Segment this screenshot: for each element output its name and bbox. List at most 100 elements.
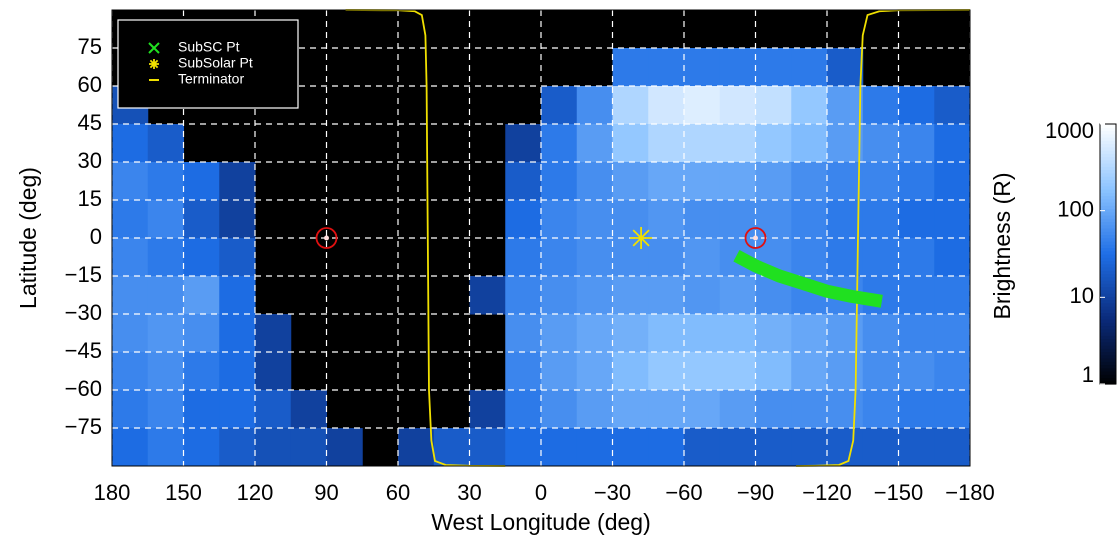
colorbar-segment [1100, 195, 1116, 200]
colorbar-segment [1100, 153, 1116, 158]
heatmap-cell [183, 238, 220, 277]
heatmap-cell [898, 428, 935, 467]
heatmap-cell [934, 200, 971, 239]
heatmap-cell [219, 352, 256, 391]
heatmap-cell [541, 162, 578, 201]
heatmap-cell [183, 352, 220, 391]
heatmap-cell [898, 390, 935, 429]
colorbar-segment [1100, 237, 1116, 242]
heatmap-cell [505, 428, 542, 467]
heatmap-cell [612, 238, 649, 277]
heatmap-cell [255, 314, 292, 353]
colorbar-segment [1100, 364, 1116, 369]
colorbar-segment [1100, 371, 1116, 375]
colorbar-frame [1099, 123, 1117, 385]
heatmap-cell [862, 200, 899, 239]
x-tick-label: −120 [802, 480, 852, 505]
heatmap-cell [719, 276, 756, 315]
heatmap-cell [791, 314, 828, 353]
colorbar-segment [1100, 182, 1116, 187]
heatmap-cell [112, 238, 149, 277]
heatmap-cell [862, 314, 899, 353]
heatmap-cell [576, 428, 613, 467]
colorbar-segment [1100, 124, 1116, 128]
heatmap-cell [719, 390, 756, 429]
heatmap-cell [791, 124, 828, 163]
heatmap-cell [112, 200, 149, 239]
colorbar-segment [1100, 133, 1116, 138]
y-axis-label: Latitude (deg) [15, 167, 41, 309]
colorbar-segment [1100, 280, 1116, 284]
legend-label: Terminator [178, 71, 244, 87]
colorbar-segment [1100, 374, 1116, 379]
x-tick-label: −90 [737, 480, 774, 505]
colorbar-segment [1100, 273, 1116, 278]
heatmap-cell [755, 200, 792, 239]
colorbar-segment [1100, 257, 1116, 262]
heatmap-cell [934, 276, 971, 315]
colorbar-segment [1100, 377, 1116, 382]
heatmap-cell [505, 238, 542, 277]
heatmap-cell [576, 124, 613, 163]
heatmap-cell [219, 238, 256, 277]
heatmap-cell [684, 48, 721, 87]
colorbar-segment [1100, 185, 1116, 190]
heatmap-cell [112, 124, 149, 163]
legend-label: SubSolar Pt [178, 55, 253, 71]
heatmap-cell [755, 124, 792, 163]
heatmap-cell [433, 428, 470, 467]
colorbar-segment [1100, 263, 1116, 268]
heatmap-cell [612, 200, 649, 239]
colorbar-segment [1100, 247, 1116, 252]
x-axis-label: West Longitude (deg) [431, 509, 651, 535]
heatmap-cell [612, 428, 649, 467]
colorbar-segment [1100, 325, 1116, 330]
heatmap-cell [648, 48, 685, 87]
heatmap-cell [469, 276, 506, 315]
colorbar-segment [1100, 286, 1116, 291]
heatmap-cell [147, 314, 184, 353]
heatmap-cell [719, 314, 756, 353]
heatmap-cell [719, 124, 756, 163]
heatmap-cell [648, 390, 685, 429]
y-tick-label: 0 [90, 224, 102, 249]
colorbar-segment [1100, 319, 1116, 323]
heatmap-cell [505, 200, 542, 239]
heatmap-cell [791, 162, 828, 201]
terminator-line [796, 9, 971, 467]
heatmap-cell [183, 162, 220, 201]
y-tick-label: −45 [65, 338, 102, 363]
heatmap-cell [505, 276, 542, 315]
colorbar-segment [1100, 338, 1116, 343]
heatmap-cell [648, 200, 685, 239]
plot-frame [111, 9, 971, 467]
heatmap-cell [862, 86, 899, 125]
heatmap-cell [934, 314, 971, 353]
heatmap-cell [648, 314, 685, 353]
colorbar-segment [1100, 341, 1116, 346]
colorbar-segment [1100, 358, 1116, 362]
heatmap-cell [576, 352, 613, 391]
heatmap-cell [719, 86, 756, 125]
heatmap-cell [219, 390, 256, 429]
heatmap-cell [684, 314, 721, 353]
colorbar-segment [1100, 260, 1116, 265]
heatmap-cell [898, 238, 935, 277]
heatmap-cell [684, 276, 721, 315]
heatmap-cell [862, 238, 899, 277]
heatmap-cell [755, 314, 792, 353]
heatmap-cell [541, 276, 578, 315]
legend-box [117, 19, 299, 109]
colorbar-segment [1100, 150, 1116, 154]
heatmap-cell [612, 162, 649, 201]
heatmap-cell [541, 390, 578, 429]
circle-marker [315, 227, 338, 249]
heatmap-cell [791, 86, 828, 125]
colorbar-segment [1100, 231, 1116, 236]
y-tick-label: 45 [78, 110, 102, 135]
x-tick-label: 60 [386, 480, 410, 505]
heatmap-cell [219, 276, 256, 315]
colorbar-segment [1100, 296, 1116, 301]
colorbar-segment [1100, 351, 1116, 356]
y-tick-label: −15 [65, 262, 102, 287]
